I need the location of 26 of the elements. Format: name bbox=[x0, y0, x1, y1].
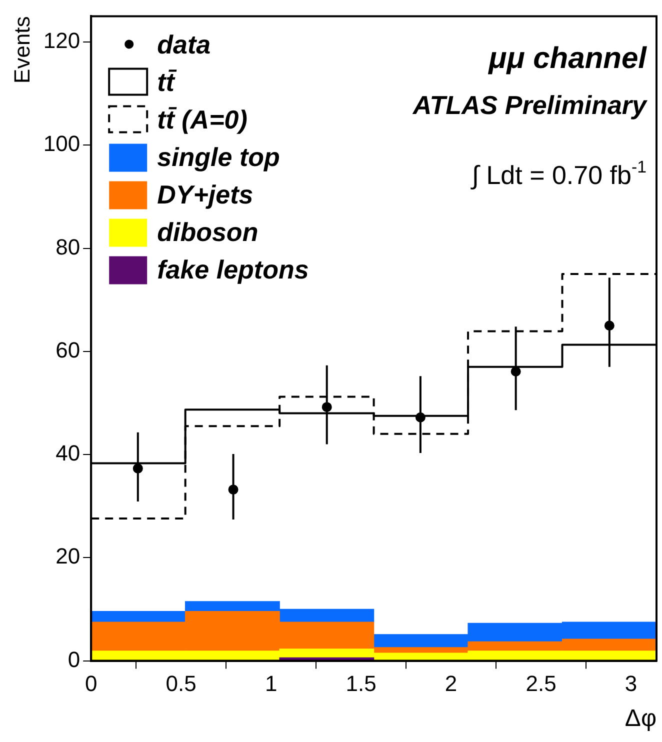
x-tick-label: 0 bbox=[84, 671, 98, 696]
x-axis-title: Δφ bbox=[624, 705, 656, 732]
annotation: μμ channel bbox=[488, 42, 648, 76]
legend-label: diboson bbox=[157, 216, 258, 247]
x-tick-label: 1 bbox=[264, 671, 278, 696]
y-tick-label: 0 bbox=[68, 646, 80, 672]
x-tick-label: 1.5 bbox=[346, 671, 376, 696]
bar bbox=[91, 610, 186, 622]
y-tick-label: 20 bbox=[56, 544, 80, 569]
annotation: ATLAS Preliminary bbox=[412, 90, 648, 120]
legend-label: single top bbox=[157, 142, 280, 172]
y-tick-label: 100 bbox=[43, 131, 80, 156]
x-tick-label: 3 bbox=[624, 671, 638, 696]
legend-label: tt̄ (A=0) bbox=[157, 104, 248, 134]
x-tick-label: 0.5 bbox=[166, 671, 196, 696]
legend-label: tt̄ bbox=[157, 66, 178, 97]
y-tick-label: 60 bbox=[56, 337, 80, 362]
y-tick-label: 120 bbox=[43, 28, 80, 54]
y-tick-label: 40 bbox=[56, 440, 80, 466]
legend-label: data bbox=[157, 29, 211, 60]
y-tick-label: 80 bbox=[56, 234, 80, 260]
y-axis-title: Events bbox=[9, 16, 34, 84]
legend-label: fake leptons bbox=[157, 254, 309, 284]
x-tick-label: 2.5 bbox=[526, 671, 556, 696]
legend-label: DY+jets bbox=[157, 179, 254, 210]
x-tick-label: 2 bbox=[444, 671, 458, 696]
